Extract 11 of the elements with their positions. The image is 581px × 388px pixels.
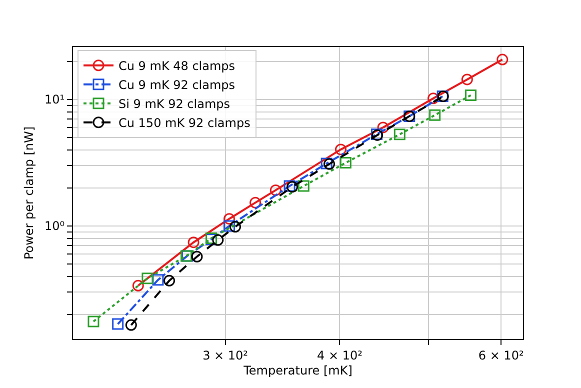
x-axis-title: Temperature [mK] <box>242 363 352 378</box>
y-tick-label: 10¹ <box>44 92 65 107</box>
y-tick-label: 10⁰ <box>44 219 65 234</box>
legend-label: Cu 150 mK 92 clamps <box>118 116 250 130</box>
legend-label: Cu 9 mK 48 clamps <box>118 59 236 74</box>
x-tick-label: 4 × 10² <box>317 348 363 362</box>
y-axis-title: Power per clamp [nW] <box>22 126 36 260</box>
legend-label: Si 9 mK 92 clamps <box>118 97 230 112</box>
x-tick-label: 6 × 10² <box>478 348 524 362</box>
legend-label: Cu 9 mK 92 clamps <box>118 78 236 92</box>
x-tick-label: 3 × 10² <box>202 348 248 362</box>
